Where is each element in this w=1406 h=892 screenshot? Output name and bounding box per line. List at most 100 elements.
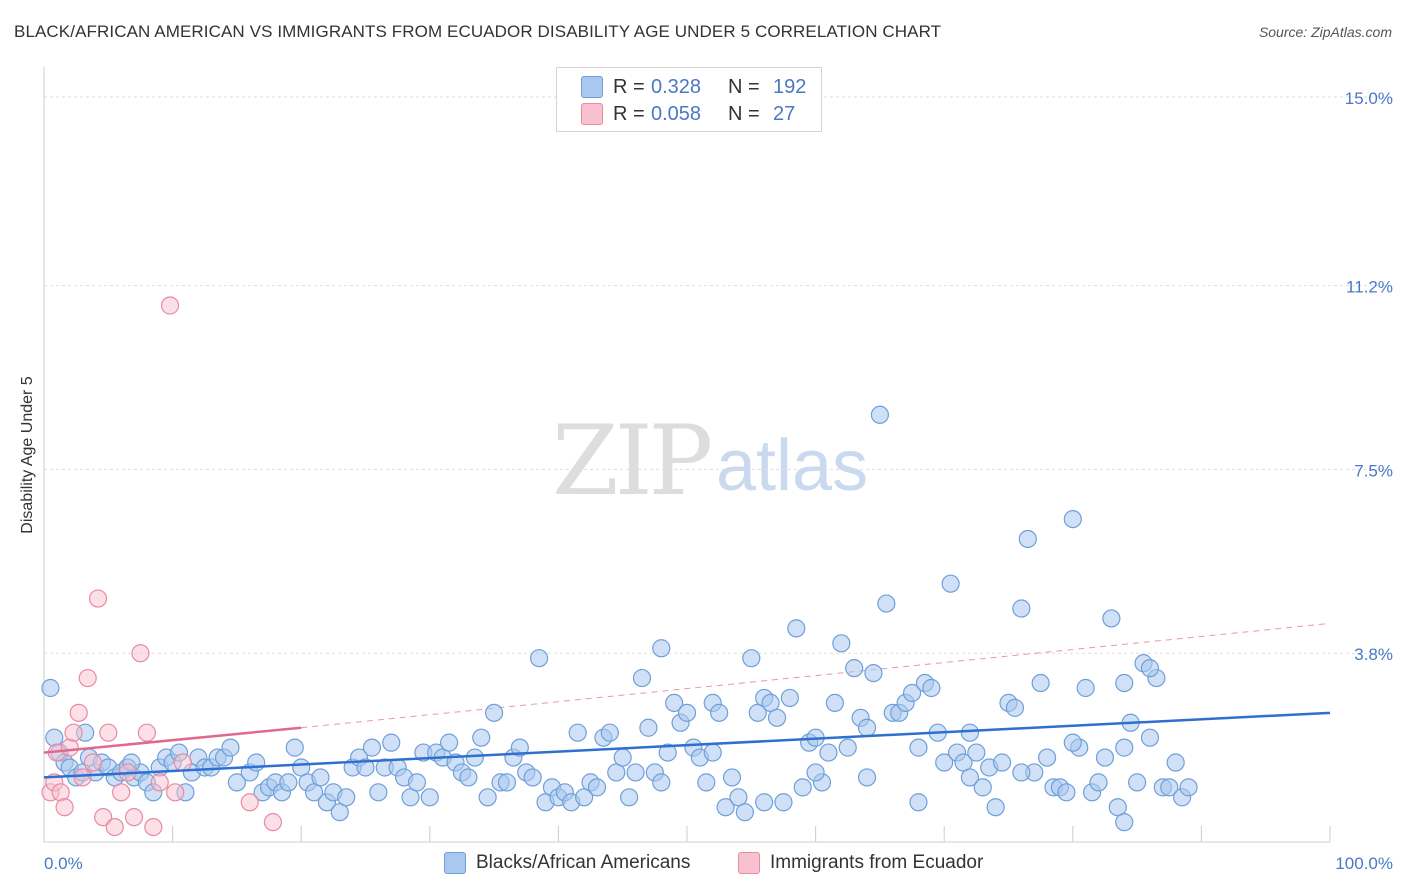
blacks-point xyxy=(420,788,439,807)
blacks-trend-line xyxy=(43,711,1331,779)
blacks-point xyxy=(973,778,992,797)
blacks-point xyxy=(497,773,517,792)
ecuador-point xyxy=(60,738,79,757)
blacks-point xyxy=(992,753,1012,772)
x-tick-label-min: 0.0% xyxy=(44,854,83,873)
blacks-point xyxy=(459,768,478,787)
blacks-point xyxy=(1063,509,1082,529)
y-tick-label: 15.0% xyxy=(1345,89,1393,108)
legend-item-ecuador: Immigrants from Ecuador xyxy=(738,852,983,874)
blacks-point xyxy=(857,718,877,737)
blacks-point xyxy=(279,773,298,792)
blacks-point xyxy=(1005,698,1025,717)
blacks-point xyxy=(227,773,246,792)
blacks-point xyxy=(1095,748,1115,767)
blacks-point xyxy=(478,788,497,807)
blacks-point xyxy=(337,788,356,807)
ecuador-point xyxy=(94,808,113,827)
blacks-point xyxy=(1127,773,1147,792)
blacks-point xyxy=(620,788,639,807)
ecuador-point xyxy=(137,723,156,742)
ecuador-point xyxy=(124,808,144,827)
watermark-atlas: atlas xyxy=(716,426,869,506)
blacks-point xyxy=(677,703,697,722)
blacks-point xyxy=(356,758,375,777)
blacks-point xyxy=(652,773,671,792)
blacks-point xyxy=(935,753,954,772)
blacks-point xyxy=(716,798,735,817)
blacks-point xyxy=(780,688,799,708)
ecuador-point xyxy=(88,589,108,608)
ecuador-point xyxy=(240,793,259,812)
blacks-point xyxy=(600,723,619,742)
blacks-point xyxy=(362,738,382,757)
blacks-point xyxy=(665,693,684,713)
blacks-point xyxy=(285,738,304,757)
blacks-point xyxy=(382,733,401,752)
blacks-point xyxy=(1089,773,1108,792)
blacks-point xyxy=(465,748,484,767)
chart-title: BLACK/AFRICAN AMERICAN VS IMMIGRANTS FRO… xyxy=(14,22,942,41)
pink-n-value: 27 xyxy=(773,102,796,125)
blacks-point xyxy=(369,783,388,802)
blacks-point xyxy=(407,773,427,792)
blacks-point xyxy=(857,768,877,787)
blacks-point xyxy=(922,678,941,698)
blacks-point xyxy=(1115,813,1134,832)
ecuador-trend-line xyxy=(43,726,302,754)
blacks-point xyxy=(806,763,825,782)
blacks-point xyxy=(221,738,240,757)
blue-swatch xyxy=(581,76,603,98)
pink-n-label: N = xyxy=(728,102,760,125)
blacks-point xyxy=(941,574,960,593)
blacks-point xyxy=(967,743,986,762)
legend-swatch-pink xyxy=(738,852,760,874)
blacks-point xyxy=(1037,748,1057,767)
ecuador-point xyxy=(173,753,192,772)
blacks-point xyxy=(568,723,587,742)
blacks-point xyxy=(1160,778,1179,797)
ecuador-point xyxy=(160,296,180,315)
legend-swatch-blue xyxy=(444,852,466,874)
blacks-point xyxy=(1115,673,1134,693)
blacks-point xyxy=(902,683,922,703)
blacks-point xyxy=(472,728,491,747)
blacks-point xyxy=(774,793,793,812)
blue-n-label: N = xyxy=(728,75,760,98)
blacks-point xyxy=(755,793,774,812)
blacks-point xyxy=(510,738,529,757)
blacks-point xyxy=(703,743,722,762)
blacks-point xyxy=(1179,778,1198,797)
ecuador-point xyxy=(263,813,283,832)
blacks-point xyxy=(877,594,896,613)
blacks-point xyxy=(697,773,716,792)
blacks-point xyxy=(767,708,787,727)
blacks-point xyxy=(658,743,677,762)
ecuador-point xyxy=(64,723,83,742)
stats-legend: R = 0.328 N = 192 R = 0.058 N = 27 xyxy=(556,67,822,132)
blacks-point xyxy=(960,768,980,787)
blacks-point xyxy=(909,738,928,757)
blacks-point xyxy=(485,703,504,722)
blacks-point xyxy=(639,718,658,737)
ecuador-point xyxy=(166,783,185,802)
legend-item-blacks: Blacks/African Americans xyxy=(444,852,690,874)
blacks-point xyxy=(825,693,844,713)
blacks-point xyxy=(722,768,742,787)
blacks-point xyxy=(247,753,266,772)
blacks-point xyxy=(909,793,928,812)
blacks-point xyxy=(1031,673,1050,693)
blue-r-value: 0.328 xyxy=(651,75,702,98)
blacks-point xyxy=(1012,763,1031,782)
legend-label-blacks: Blacks/African Americans xyxy=(476,852,691,873)
ecuador-point xyxy=(83,753,102,772)
y-tick-label: 7.5% xyxy=(1354,461,1393,480)
x-tick-label-max: 100.0% xyxy=(1335,854,1393,873)
ecuador-trend-extension xyxy=(301,622,1331,729)
source-label: Source: ZipAtlas.com xyxy=(1258,24,1392,40)
ecuador-point xyxy=(78,668,97,688)
blacks-point xyxy=(787,619,806,638)
blacks-point xyxy=(613,748,632,767)
blacks-point xyxy=(1057,783,1076,802)
blacks-point xyxy=(845,659,864,678)
